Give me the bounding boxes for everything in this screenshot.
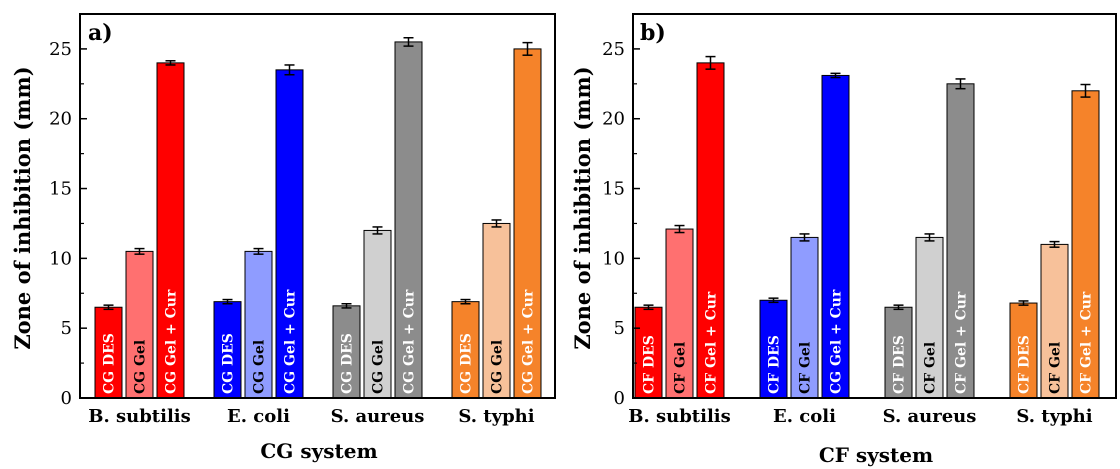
panel-a-x-tick-label: S. aureus [331, 406, 425, 427]
panel-a-bar-label: CG DES [221, 333, 237, 394]
panel-a-bar-label: CG Gel [490, 340, 506, 394]
panel-a-bar-label: CG Gel + Cur [283, 289, 299, 394]
panel-a-bar-label: CG DES [340, 333, 356, 394]
panel-b-x-axis-label: CF system [819, 443, 933, 467]
panel-a-bar-label: CG Gel + Cur [521, 289, 537, 394]
panel-b-bar-label: CF Gel [923, 342, 939, 394]
panel-a-plot-frame [79, 13, 556, 399]
panel-b-y-tick-label: 20 [602, 109, 625, 130]
panel-b-bar-label: CG Gel + Cur [829, 289, 845, 394]
panel-b-x-tick-label: B. subtilis [628, 406, 731, 427]
panel-b-plot-frame [632, 13, 1117, 399]
panel-a-bar [332, 305, 361, 399]
panel-a-y-tick-label: 15 [49, 179, 72, 200]
panel-a-bar-label: CG DES [102, 333, 118, 394]
panel-a-y-tick-label: 20 [49, 109, 72, 130]
panel-b-x-tick-label: S. typhi [1016, 406, 1092, 427]
panel-b-x-tick-label: E. coli [773, 406, 836, 427]
panel-b-y-tick-label: 25 [602, 39, 625, 60]
panel-a-bar [94, 306, 123, 399]
panel-b-bar-label: CF Gel [1048, 342, 1064, 394]
panel-b-bar-label: CF DES [1017, 335, 1033, 394]
panel-a-bar [513, 48, 542, 399]
panel-a-chart: Zone of inhibition (mm) CG system a) CG … [10, 13, 556, 463]
panel-b-y-tick-label: 0 [614, 388, 625, 409]
panel-a-bar [363, 229, 392, 399]
panel-a-y-tick-label: 0 [61, 388, 72, 409]
panel-b-y-tick-label: 10 [602, 248, 625, 269]
panel-b-bar-label: CF DES [642, 335, 658, 394]
panel-a-y-tick-label: 5 [61, 318, 72, 339]
panel-b-bar-label: CF Gel + Cur [704, 291, 720, 394]
panel-b-bar [1071, 90, 1100, 399]
panel-a-x-axis-label: CG system [260, 439, 377, 463]
panel-a-bar-label: CG DES [459, 333, 475, 394]
panel-a-bar-label: CG Gel [252, 340, 268, 394]
panel-b-bar [915, 236, 944, 399]
panel-a-x-tick-label: B. subtilis [88, 406, 191, 427]
panel-b-bar-label: CF Gel [673, 342, 689, 394]
panel-b-bar-label: CF Gel + Cur [954, 291, 970, 394]
panel-b-chart: Zone of inhibition (mm) CF system b) CF … [570, 13, 1117, 467]
panel-a-bar-label: CG Gel [371, 340, 387, 394]
panel-b-y-tick-label: 15 [602, 179, 625, 200]
panel-b-y-axis-label: Zone of inhibition (mm) [570, 66, 595, 349]
panel-a-bar [156, 62, 185, 399]
panel-a-bar-label: CG Gel + Cur [402, 289, 418, 394]
panel-a-y-axis-label: Zone of inhibition (mm) [10, 66, 35, 349]
panel-b-x-tick-label: S. aureus [883, 406, 977, 427]
panel-b-bar [1009, 302, 1038, 399]
panel-a-x-tick-label: E. coli [227, 406, 290, 427]
panel-a-x-tick-label: S. typhi [458, 406, 534, 427]
panel-b-bar-label: CF Gel [798, 342, 814, 394]
panel-b-y-tick-label: 5 [614, 318, 625, 339]
panel-a-y-tick-label: 10 [49, 248, 72, 269]
panel-a-bar-label: CG Gel [133, 340, 149, 394]
panel-a-bar [482, 222, 511, 399]
panel-a-bar [394, 41, 423, 399]
panel-b-bar-label: CF DES [892, 335, 908, 394]
panel-b-bar [759, 299, 788, 399]
panel-a-bar-label: CG Gel + Cur [164, 289, 180, 394]
panel-a-label: a) [88, 20, 113, 46]
panel-a-y-tick-label: 25 [49, 39, 72, 60]
panel-b-bar-label: CF DES [767, 335, 783, 394]
panel-b-label: b) [640, 20, 666, 46]
panel-b-bar-label: CF Gel + Cur [1079, 291, 1095, 394]
